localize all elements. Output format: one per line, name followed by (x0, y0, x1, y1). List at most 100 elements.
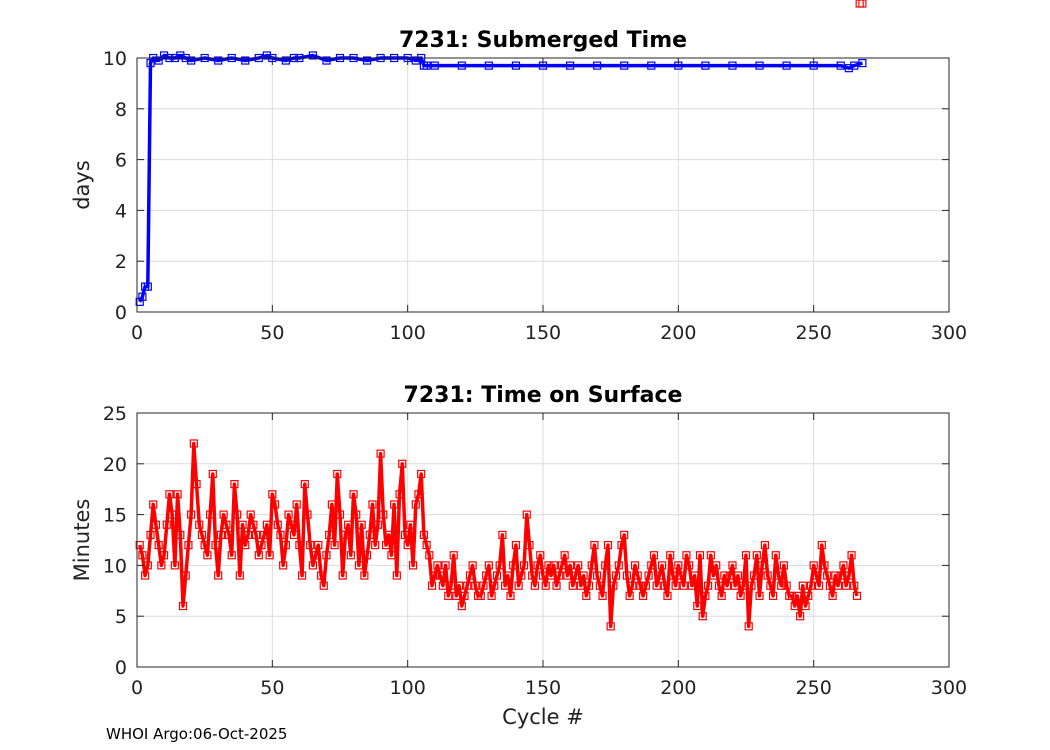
data-point (855, 0, 864, 8)
y-axis-label: Minutes (70, 499, 94, 582)
data-point (768, 591, 778, 600)
data-point (463, 581, 472, 590)
submerged-time-chart: 7231: Submerged Time days 0 50 100 150 200 25… (70, 28, 967, 344)
x-axis-label: Cycle # (502, 705, 584, 729)
x-tick-label: 150 (525, 322, 561, 344)
data-point (833, 581, 843, 590)
data-point (306, 540, 315, 550)
data-point (373, 520, 382, 529)
data-point (135, 297, 144, 306)
data-point (660, 581, 669, 590)
data-point (438, 581, 447, 590)
surface-time-chart: 7231: Time on Surface Minutes Cycle # 0 5… (70, 0, 967, 729)
data-point (159, 551, 169, 560)
data-point (398, 459, 407, 468)
data-point (793, 591, 802, 600)
data-point (560, 551, 569, 560)
data-point (327, 500, 336, 509)
data-point (176, 51, 185, 60)
data-point (292, 500, 301, 509)
x-tick-label: 50 (260, 677, 284, 699)
data-point (406, 520, 415, 529)
data-point (728, 561, 737, 570)
data-point (319, 581, 328, 590)
data-point (565, 61, 575, 70)
data-point (287, 520, 296, 529)
data-point (352, 510, 361, 519)
data-point (755, 61, 764, 70)
data-point (525, 540, 534, 550)
data-point (492, 571, 502, 580)
data-point (325, 530, 334, 540)
data-point (314, 540, 323, 550)
data-point (276, 530, 285, 540)
data-point (187, 56, 196, 65)
data-point (471, 581, 480, 590)
data-point (536, 551, 545, 560)
data-point (701, 61, 710, 70)
data-point (446, 581, 456, 590)
data-point (636, 581, 645, 590)
data-point (533, 561, 542, 570)
data-point (852, 591, 862, 600)
data-point (330, 540, 339, 550)
data-point (836, 571, 845, 580)
data-point (584, 581, 594, 590)
data-point (268, 490, 277, 499)
data-point (709, 571, 718, 580)
data-point (322, 56, 331, 65)
data-point (354, 561, 364, 570)
data-point (262, 51, 272, 60)
data-point (384, 530, 393, 540)
data-point (720, 571, 729, 580)
data-point (693, 601, 702, 611)
data-point (211, 540, 220, 550)
x-tick-label: 50 (260, 322, 284, 344)
y-tick-label: 5 (115, 606, 127, 628)
data-point (698, 612, 707, 621)
data-point (825, 581, 835, 590)
data-point (758, 561, 767, 570)
data-point (601, 561, 610, 570)
data-point (173, 490, 182, 499)
data-point (547, 571, 556, 580)
data-point (571, 571, 580, 580)
data-point (563, 571, 572, 580)
data-point (498, 530, 507, 540)
data-point (574, 561, 583, 570)
data-point (411, 500, 420, 509)
data-point (620, 61, 629, 70)
data-point (530, 581, 539, 590)
data-point (427, 581, 437, 590)
data-point (511, 540, 521, 550)
data-point (484, 61, 493, 70)
data-point (747, 581, 756, 590)
x-tick-label: 250 (796, 322, 832, 344)
data-point (457, 61, 466, 70)
y-tick-label: 0 (115, 302, 127, 324)
data-point (704, 581, 713, 590)
data-point (430, 571, 439, 580)
data-point (316, 571, 326, 580)
x-tick-label: 300 (931, 322, 967, 344)
data-point (479, 581, 488, 590)
data-point (495, 561, 504, 570)
data-point (796, 612, 805, 621)
data-point (736, 591, 745, 600)
data-point (162, 520, 171, 529)
data-point (219, 510, 228, 519)
data-point (549, 561, 558, 570)
data-point (154, 540, 163, 550)
data-point (208, 469, 217, 479)
data-point (279, 561, 288, 570)
x-tick-label: 200 (660, 322, 696, 344)
data-point (617, 540, 626, 550)
data-point (541, 581, 550, 590)
data-point (192, 480, 201, 489)
y-tick-label: 0 (115, 657, 127, 679)
data-point (270, 500, 280, 509)
data-point (687, 581, 696, 590)
data-point (668, 571, 678, 580)
data-point (739, 581, 748, 590)
data-point (552, 581, 561, 590)
